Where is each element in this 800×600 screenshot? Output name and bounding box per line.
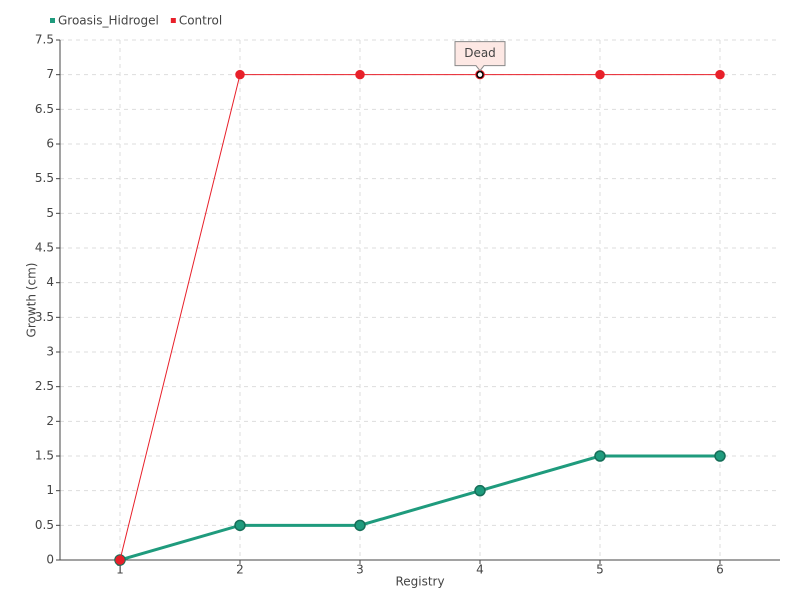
y-tick-label: 2.5 xyxy=(35,379,54,393)
data-point xyxy=(595,69,605,80)
legend-swatch xyxy=(50,18,55,23)
y-tick-label: 3.5 xyxy=(35,310,54,324)
data-point xyxy=(355,69,365,80)
y-tick-label: 0 xyxy=(46,553,54,567)
y-tick-label: 7 xyxy=(46,67,54,81)
x-tick-label: 2 xyxy=(236,563,244,577)
annotation-box xyxy=(454,41,506,72)
y-axis-label: Growth (cm) xyxy=(25,263,39,338)
data-point xyxy=(715,69,725,80)
data-point xyxy=(474,484,486,497)
legend-label: Groasis_Hidrogel xyxy=(58,14,159,28)
y-tick-label: 5 xyxy=(46,206,54,220)
y-tick-label: 2 xyxy=(46,414,54,428)
y-tick-label: 3 xyxy=(46,345,54,359)
x-tick-label: 5 xyxy=(596,563,604,577)
y-tick-label: 1.5 xyxy=(35,449,54,463)
y-tick-label: 7.5 xyxy=(35,33,54,47)
legend-swatch xyxy=(170,18,176,23)
x-axis-label: Registry xyxy=(395,575,444,589)
data-point xyxy=(354,519,366,532)
series-line xyxy=(119,74,720,561)
annotation-point xyxy=(476,70,484,79)
x-tick-label: 6 xyxy=(716,563,724,577)
data-point xyxy=(115,555,125,565)
y-tick-label: 0.5 xyxy=(35,518,54,532)
series-line xyxy=(119,454,720,562)
y-tick-label: 1 xyxy=(46,483,54,497)
data-point xyxy=(235,69,245,80)
data-point xyxy=(234,519,246,532)
x-tick-label: 4 xyxy=(476,563,484,577)
x-tick-label: 3 xyxy=(356,563,364,577)
x-tick-label: 1 xyxy=(116,563,124,577)
annotation-text: Dead xyxy=(464,46,496,60)
y-tick-label: 6 xyxy=(46,137,54,151)
y-tick-label: 4.5 xyxy=(35,241,54,255)
y-tick-label: 4 xyxy=(46,275,54,289)
y-tick-label: 5.5 xyxy=(35,171,54,185)
data-point xyxy=(714,450,726,462)
data-point xyxy=(594,450,606,462)
legend-label: Control xyxy=(179,14,222,28)
y-tick-label: 6.5 xyxy=(35,102,54,116)
